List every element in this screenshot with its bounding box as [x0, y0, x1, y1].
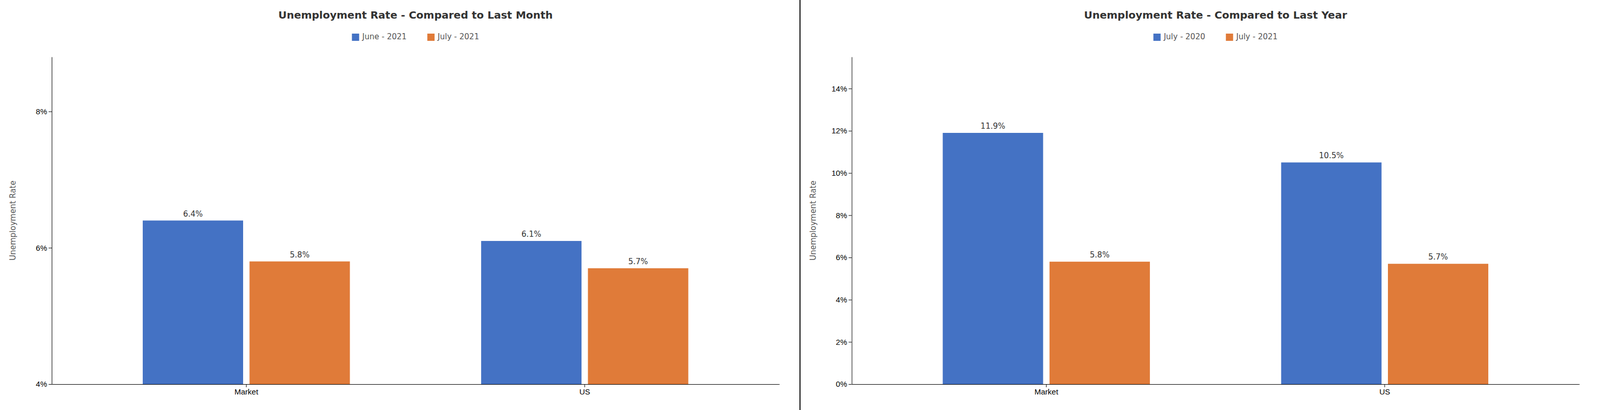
y-axis-line [51, 57, 53, 385]
y-axis-title: Unemployment Rate [8, 180, 18, 261]
y-tick: 10% [831, 168, 852, 178]
bar [942, 132, 1043, 385]
bar-series [142, 220, 582, 385]
y-tick: 4% [35, 379, 52, 389]
x-tick-label: US [579, 387, 591, 397]
data-label: 10.5% [1319, 151, 1344, 161]
y-tick-mark [848, 215, 852, 216]
y-tick-label: 4% [835, 295, 848, 305]
y-tick: 2% [835, 337, 852, 347]
legend-item: July - 2021 [1225, 32, 1278, 42]
y-tick-label: 10% [831, 168, 847, 178]
title: Unemployment Rate - Compared to Last Mon… [278, 8, 553, 22]
legend-label: July - 2020 [1163, 32, 1206, 42]
x-tick: Market [1034, 384, 1059, 397]
y-tick: 0% [835, 379, 852, 389]
y-tick-label: 2% [835, 337, 848, 347]
x-tick: US [579, 384, 591, 397]
y-tick-label: 12% [831, 126, 847, 136]
y-tick-mark [848, 130, 852, 132]
y-axis: 0% 2% 4% 6% 8% 10% 12% 14% [831, 57, 852, 390]
legend-item: July - 2021 [427, 32, 480, 42]
y-tick-mark [48, 384, 52, 385]
bar [1387, 263, 1489, 385]
y-tick-label: 4% [35, 379, 48, 389]
panel: 11.9% 10.5% 5.8% 5.7% Market US 0% 2% 4% 6% 8% 10% 1… [808, 8, 1580, 397]
bar-series [249, 261, 689, 385]
panel: 6.4% 6.1% 5.8% 5.7% Market US 4% 6% 8% Unemployme… [8, 8, 780, 397]
y-tick-mark [848, 88, 852, 89]
y-tick-label: 6% [35, 243, 48, 253]
y-axis-title: Unemployment Rate [808, 180, 818, 261]
y-tick-label: 6% [835, 252, 848, 262]
legend-item: June - 2021 [351, 32, 407, 42]
bar [1281, 162, 1382, 385]
y-tick: 6% [35, 243, 52, 253]
legend: July - 2020 July - 2021 [1153, 32, 1278, 42]
y-tick-mark [848, 300, 852, 301]
x-tick: Market [234, 384, 259, 397]
y-tick: 12% [831, 126, 852, 136]
data-label: 6.1% [521, 229, 542, 239]
y-tick-mark [848, 257, 852, 259]
data-label: 5.7% [1428, 252, 1448, 262]
data-label: 5.8% [289, 250, 310, 260]
x-axis: Market US [52, 384, 781, 397]
x-tick: US [1379, 384, 1390, 397]
y-tick: 8% [35, 107, 52, 116]
bars [942, 132, 1489, 385]
legend-label: July - 2021 [437, 32, 480, 42]
y-axis: 4% 6% 8% [35, 57, 52, 390]
x-tick-label: Market [234, 387, 259, 397]
y-tick-mark [848, 341, 852, 343]
x-tick-label: US [1379, 387, 1390, 397]
data-labels: 6.4% 6.1% 5.8% 5.7% [183, 209, 649, 267]
y-tick: 6% [835, 252, 852, 262]
bar [1049, 261, 1150, 385]
legend-label: July - 2021 [1235, 32, 1278, 42]
bar [588, 268, 689, 385]
y-tick-label: 8% [835, 211, 848, 220]
bar [142, 220, 244, 385]
data-label: 11.9% [980, 121, 1006, 131]
y-tick-label: 8% [35, 107, 48, 116]
x-tick-label: Market [1034, 387, 1059, 397]
bar-series [1049, 261, 1489, 385]
y-tick-mark [848, 173, 852, 174]
y-tick: 14% [831, 84, 852, 94]
legend-swatch [1153, 33, 1161, 41]
y-tick-label: 14% [831, 84, 847, 94]
x-axis-line [52, 384, 781, 385]
x-axis: Market US [851, 384, 1580, 397]
data-label: 5.8% [1089, 250, 1110, 260]
data-labels: 11.9% 10.5% 5.8% 5.7% [980, 121, 1448, 262]
x-axis-line [851, 384, 1580, 385]
title: Unemployment Rate - Compared to Last Yea… [1083, 8, 1348, 22]
divider [799, 0, 801, 410]
legend: June - 2021 July - 2021 [351, 32, 480, 42]
legend-label: June - 2021 [361, 32, 407, 42]
legend-swatch [1225, 33, 1234, 41]
legend-item: July - 2020 [1153, 32, 1206, 42]
y-tick-mark [48, 111, 52, 113]
bar [249, 261, 350, 385]
y-tick: 4% [835, 295, 852, 305]
data-label: 6.4% [183, 209, 203, 219]
y-tick: 8% [835, 211, 852, 220]
y-tick-mark [48, 247, 52, 249]
y-tick-label: 0% [835, 379, 848, 389]
data-label: 5.7% [627, 257, 648, 267]
chart-root: 6.4% 6.1% 5.8% 5.7% Market US 4% 6% 8% Unemployme… [0, 0, 1600, 410]
bar [481, 241, 582, 385]
bar-series [942, 132, 1382, 385]
y-axis-line [851, 57, 853, 385]
bars [142, 220, 689, 385]
y-tick-mark [848, 384, 852, 385]
legend-swatch [427, 33, 435, 41]
legend-swatch [351, 33, 360, 41]
